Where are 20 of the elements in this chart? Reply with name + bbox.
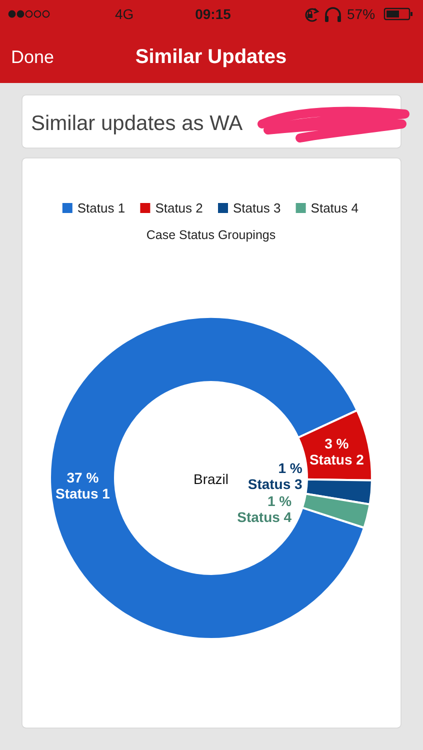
text: 09:15: [195, 6, 232, 22]
text: Similar Updates: [135, 46, 287, 68]
data-label: 1 %: [267, 493, 292, 510]
text: Similar updates as WA: [31, 112, 243, 135]
legend-label: Status 1: [77, 200, 126, 216]
data-label: 1 %: [278, 460, 303, 476]
slice-label: Status 1: [55, 486, 110, 502]
text: Done: [11, 47, 54, 67]
data-label: 3 %: [324, 435, 350, 452]
legend-label: Status 2: [155, 200, 203, 216]
text: 57%: [347, 6, 376, 22]
text: 4G: [115, 6, 134, 22]
legend-label: Status 3: [233, 200, 281, 216]
text: Case Status Groupings: [146, 228, 276, 242]
text: Brazil: [193, 471, 229, 487]
slice-label: Status 3: [248, 476, 303, 492]
data-label: 37 %: [66, 470, 100, 486]
slice-label: Status 4: [237, 509, 292, 526]
slice-label: Status 2: [309, 451, 364, 468]
legend-label: Status 4: [310, 200, 359, 216]
